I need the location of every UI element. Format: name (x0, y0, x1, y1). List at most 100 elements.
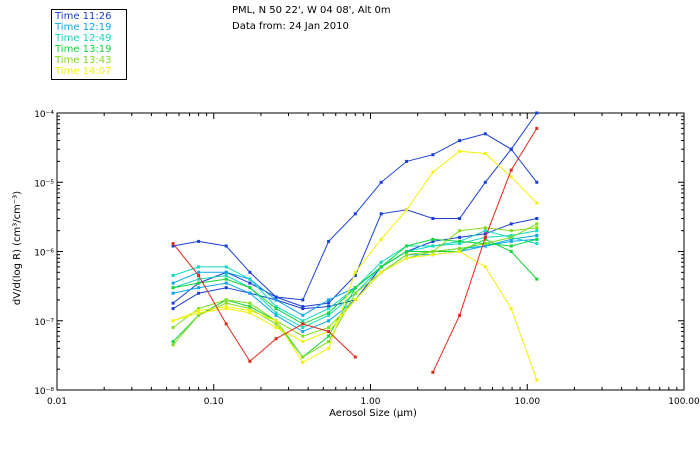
data-point (327, 346, 331, 350)
data-point (248, 281, 252, 285)
x-tick-label: 100.00 (668, 397, 700, 407)
data-point (301, 340, 305, 344)
data-point (224, 298, 228, 302)
data-point (224, 305, 228, 309)
data-point (301, 330, 305, 333)
data-point (171, 340, 175, 344)
data-point (431, 250, 435, 253)
data-point (458, 235, 462, 239)
data-point (483, 226, 487, 230)
series-line (172, 243, 356, 363)
data-point (535, 222, 539, 226)
series-2 (171, 217, 539, 311)
data-point (458, 139, 462, 143)
x-tick-label: 0.10 (204, 397, 224, 407)
data-point (379, 212, 383, 216)
data-point (483, 235, 487, 239)
series-1 (171, 111, 539, 309)
legend-item-1219: Time 12:19 (55, 22, 112, 33)
data-point (327, 298, 331, 302)
data-point (171, 291, 175, 295)
data-point (197, 270, 201, 274)
data-point (274, 305, 278, 309)
data-point (483, 180, 487, 184)
data-point (353, 298, 357, 302)
data-point (171, 307, 175, 311)
data-point (458, 242, 462, 246)
plot-area (56, 112, 685, 391)
data-point (405, 256, 409, 260)
data-point (248, 307, 252, 311)
legend-item-1249: Time 12:49 (55, 33, 112, 44)
data-point (535, 180, 539, 184)
data-point (535, 201, 539, 205)
data-point (405, 208, 409, 212)
series-10 (171, 222, 539, 359)
data-point (224, 307, 228, 311)
legend-item-1407: Time 14:07 (55, 66, 112, 77)
data-point (535, 242, 539, 246)
series-13 (171, 242, 357, 363)
data-point (327, 326, 331, 329)
data-point (248, 359, 252, 363)
data-point (224, 281, 228, 285)
data-point (353, 270, 357, 274)
data-point (379, 260, 383, 264)
data-point (171, 326, 175, 329)
data-point (353, 291, 357, 295)
data-point (379, 237, 383, 241)
data-point (431, 370, 435, 374)
series-line (172, 238, 538, 358)
data-point (509, 235, 513, 239)
data-point (197, 239, 201, 243)
data-point (171, 343, 175, 347)
data-point (431, 253, 435, 257)
data-point (458, 247, 462, 251)
data-point (535, 111, 539, 115)
data-point (327, 305, 331, 309)
data-point (171, 301, 175, 305)
data-point (379, 265, 383, 269)
data-point (509, 168, 513, 172)
data-point (171, 281, 175, 285)
data-point (509, 237, 513, 241)
data-point (197, 274, 201, 277)
data-point (483, 132, 487, 136)
data-point (483, 229, 487, 233)
data-point (248, 311, 252, 315)
site-info: PML, N 50 22', W 04 08', Alt 0m (232, 5, 391, 16)
data-point (431, 237, 435, 241)
data-point (509, 175, 513, 179)
data-point (509, 234, 513, 237)
data-point (327, 311, 331, 315)
data-point (405, 159, 409, 163)
data-point (353, 274, 357, 277)
data-point (197, 311, 201, 315)
series-8 (171, 237, 539, 359)
data-point (509, 244, 513, 248)
data-point (274, 307, 278, 311)
data-point (248, 301, 252, 305)
data-point (458, 229, 462, 233)
data-point (197, 313, 201, 317)
data-point (535, 277, 539, 281)
data-point (301, 313, 305, 317)
data-point (301, 355, 305, 359)
data-point (171, 286, 175, 290)
data-point (535, 234, 539, 237)
data-point (197, 281, 201, 285)
data-point (458, 250, 462, 253)
data-point (171, 244, 175, 248)
data-point (171, 242, 175, 246)
series-0 (171, 132, 539, 302)
data-point (274, 313, 278, 317)
series-14 (431, 126, 539, 374)
data-point (224, 270, 228, 274)
data-point (327, 319, 331, 323)
data-point (301, 307, 305, 311)
data-point (431, 153, 435, 157)
data-point (431, 244, 435, 248)
data-point (483, 242, 487, 246)
data-point (327, 313, 331, 317)
data-point (248, 309, 252, 313)
